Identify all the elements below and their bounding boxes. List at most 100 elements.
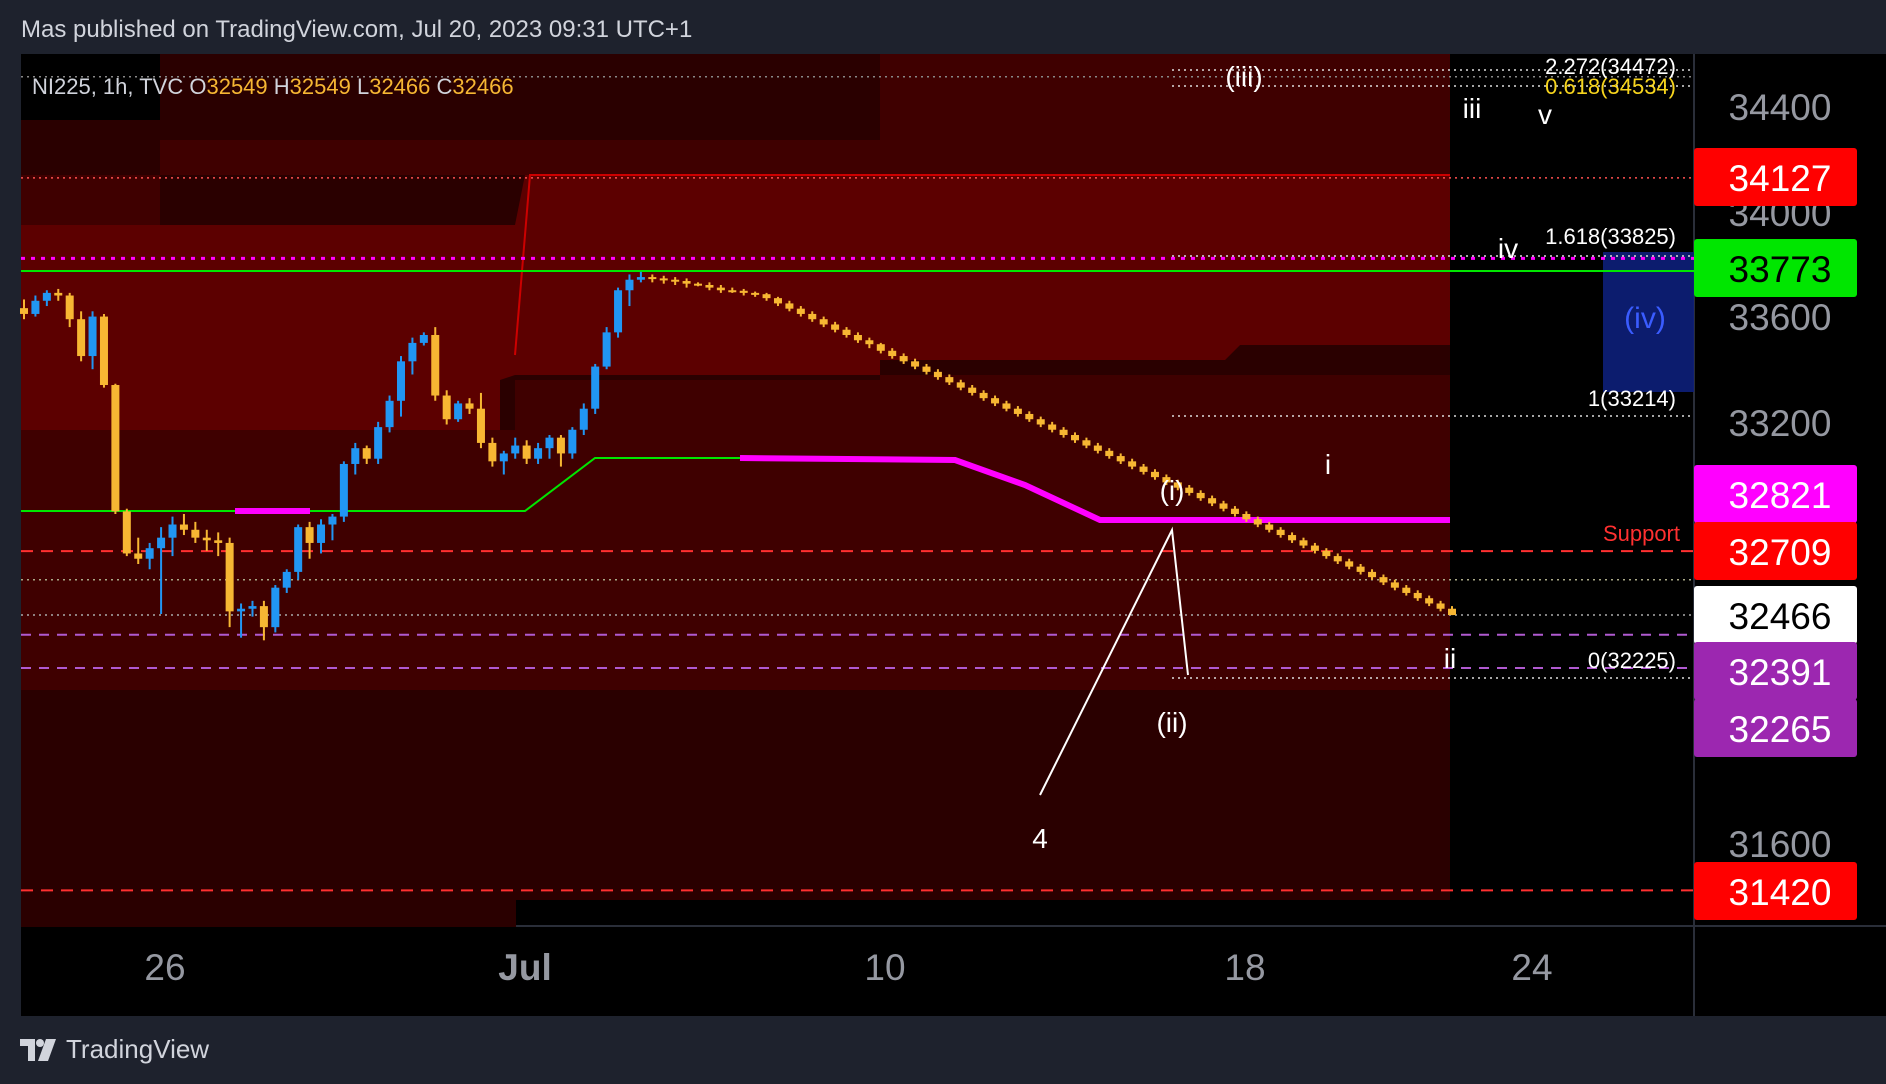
candle-body — [888, 350, 897, 357]
candle-body — [979, 392, 988, 399]
candle-body — [911, 361, 920, 367]
wave-label: v — [1538, 99, 1552, 130]
price-tag — [1694, 239, 1857, 297]
candle-body — [1162, 477, 1171, 483]
price-tag-label: 34127 — [1729, 158, 1832, 199]
candle-body — [111, 385, 120, 512]
price-tag-label: 31420 — [1729, 872, 1832, 913]
candle-body — [1242, 513, 1251, 520]
candle-body — [1390, 582, 1399, 588]
price-tag — [1694, 862, 1857, 920]
wave-iv-box — [1603, 252, 1694, 392]
candle-body — [1219, 503, 1228, 509]
candle-body — [1322, 550, 1331, 557]
price-tag-label: 32709 — [1729, 532, 1832, 573]
wave-line — [1039, 526, 1189, 796]
candle-body — [271, 587, 280, 628]
candle-body — [671, 279, 680, 282]
wave-label: ii — [1444, 643, 1456, 674]
candle-body — [419, 334, 428, 343]
candle-body — [499, 453, 508, 462]
candle-body — [20, 308, 28, 314]
candle-body — [1185, 487, 1194, 493]
candle-body — [682, 281, 691, 284]
candle-body — [1082, 440, 1091, 446]
wave-label: iii — [1463, 93, 1482, 124]
price-tag-label: 33773 — [1729, 249, 1832, 290]
candle-body — [1208, 498, 1217, 504]
candle-body — [77, 319, 86, 357]
price-tag-label: 32821 — [1729, 475, 1832, 516]
cloud-edge — [514, 174, 1450, 356]
candle-body — [945, 377, 954, 383]
price-tag — [1694, 465, 1857, 523]
candle-body — [1368, 571, 1377, 578]
price-chart[interactable]: 2.272(34472)0.618(34534) 1.618(33825) 1(33… — [0, 0, 1886, 1016]
candle-body — [636, 277, 645, 280]
magenta-line — [739, 455, 1450, 523]
candle-body — [694, 283, 703, 286]
candle-body — [534, 448, 543, 459]
candle-body — [819, 319, 828, 325]
candle-body — [762, 294, 771, 299]
candle-body — [625, 279, 634, 291]
candle-body — [1345, 561, 1354, 567]
candle-body — [602, 332, 611, 367]
candle-body — [1196, 492, 1205, 499]
candle-body — [991, 398, 1000, 404]
x-tick-label: 26 — [144, 947, 185, 988]
candle-body — [1150, 471, 1159, 478]
candle-body — [1105, 450, 1114, 457]
candle-body — [1299, 540, 1308, 546]
candle-body — [248, 606, 257, 609]
wave-label: (i) — [1160, 475, 1185, 506]
candle-body — [1276, 529, 1285, 536]
time-axis — [21, 926, 1886, 1016]
candle-body — [305, 527, 314, 543]
candle-body — [545, 437, 554, 449]
price-tag — [1694, 148, 1857, 206]
candle-body — [899, 356, 908, 362]
fib-label: 0.618(34534) — [1545, 74, 1676, 99]
tradingview-brand-label: TradingView — [66, 1034, 210, 1064]
candle-body — [808, 313, 817, 320]
candle-body — [1071, 435, 1080, 441]
candle-body — [408, 342, 417, 362]
candle-body — [191, 529, 200, 538]
candle-body — [1230, 508, 1239, 514]
fib-label: 1.618(33825) — [1545, 224, 1676, 249]
price-tag-label: 32265 — [1729, 709, 1832, 750]
candle-body — [968, 387, 977, 393]
candle-body — [773, 298, 782, 304]
candle-body — [1253, 519, 1262, 525]
candle-body — [431, 334, 440, 396]
fib-label: 1(33214) — [1588, 386, 1676, 411]
price-tag — [1694, 642, 1857, 700]
candle-body — [705, 284, 714, 288]
candle-body — [54, 292, 63, 296]
candle-body — [1413, 592, 1422, 599]
candle-body — [831, 324, 840, 330]
tradingview-logo-icon — [20, 1038, 58, 1061]
chart-footer — [0, 1016, 1886, 1084]
wave-label: (iii) — [1225, 61, 1262, 92]
wave-label: 4 — [1032, 823, 1048, 854]
candle-body — [134, 553, 143, 559]
candle-body — [65, 295, 74, 320]
candle-body — [476, 408, 485, 443]
candle-body — [922, 366, 931, 372]
candle-body — [488, 442, 497, 462]
tradingview-brand[interactable]: TradingView — [20, 1034, 209, 1065]
candle-body — [454, 403, 463, 420]
candle-body — [785, 303, 794, 309]
fib-label: 2.272(34472) — [1545, 54, 1676, 79]
candle-body — [614, 290, 623, 333]
candle-body — [88, 316, 97, 357]
candle-body — [1173, 482, 1182, 488]
ohlc-legend: NI225, 1h, TVC O32549 H32549 L32466 C324… — [32, 74, 514, 99]
candle-body — [385, 400, 394, 428]
wave-label: i — [1325, 449, 1331, 480]
price-tag-label: 32391 — [1729, 652, 1832, 693]
chart-header: Mas published on TradingView.com, Jul 20… — [0, 0, 1886, 54]
candle-body — [42, 292, 51, 301]
